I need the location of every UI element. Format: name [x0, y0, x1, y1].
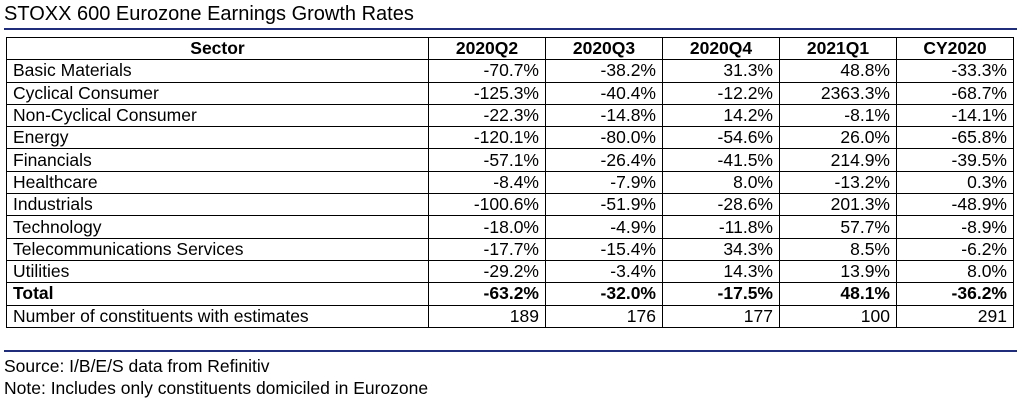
value-cell-2020q2: -100.6% [428, 193, 546, 217]
value-cell-2020q2: -70.7% [428, 59, 546, 83]
column-header-2021q1: 2021Q1 [779, 36, 897, 61]
value-cell-2021q1: -8.1% [779, 103, 897, 128]
column-header-2020q4: 2020Q4 [662, 36, 780, 61]
value-cell-cy2020: -65.8% [896, 126, 1014, 150]
sector-cell: Cyclical Consumer [6, 81, 429, 105]
value-cell-2021q1: 48.8% [779, 59, 897, 83]
value-cell-2020q3: -3.4% [545, 259, 663, 284]
table-row: Cyclical Consumer -125.3% -40.4% -12.2% 2363… [6, 81, 1014, 105]
value-cell-2020q2: -125.3% [428, 81, 546, 105]
value-cell-2020q2: -22.3% [428, 103, 546, 128]
table-row: Non-Cyclical Consumer -22.3% -14.8% 14.2% -8… [6, 103, 1014, 128]
value-cell-2020q3: -38.2% [545, 59, 663, 83]
sector-cell: Financials [6, 148, 429, 172]
table-row: Energy -120.1% -80.0% -54.6% 26.0% -65.8% [6, 126, 1014, 150]
column-header-cy2020: CY2020 [896, 36, 1014, 61]
value-cell-2020q3: -14.8% [545, 103, 663, 128]
value-cell-2021q1: 48.1% [779, 282, 897, 306]
value-cell-2020q4: 34.3% [662, 237, 780, 261]
value-cell-cy2020: 291 [896, 304, 1014, 328]
sector-cell: Healthcare [6, 170, 429, 195]
value-cell-cy2020: -33.3% [896, 59, 1014, 83]
value-cell-2020q3: -15.4% [545, 237, 663, 261]
value-cell-2020q4: -54.6% [662, 126, 780, 150]
value-cell-cy2020: 0.3% [896, 170, 1014, 195]
title-rule [4, 28, 1017, 30]
sector-cell: Number of constituents with estimates [6, 304, 429, 328]
value-cell-2020q2: -17.7% [428, 237, 546, 261]
value-cell-cy2020: -36.2% [896, 282, 1014, 306]
value-cell-2021q1: 214.9% [779, 148, 897, 172]
value-cell-2020q2: -63.2% [428, 282, 546, 306]
footnote: Note: Includes only constituents domicil… [4, 378, 429, 398]
value-cell-2020q2: 189 [428, 304, 546, 328]
value-cell-2020q3: -26.4% [545, 148, 663, 172]
table-row: Utilities -29.2% -3.4% 14.3% 13.9% 8.0% [6, 259, 1014, 284]
sector-cell: Utilities [6, 259, 429, 284]
value-cell-2020q4: -11.8% [662, 215, 780, 239]
sector-cell: Total [6, 282, 429, 306]
value-cell-2021q1: 57.7% [779, 215, 897, 239]
value-cell-2020q4: 31.3% [662, 59, 780, 83]
table-row: Telecommunications Services -17.7% -15.4% 3… [6, 237, 1014, 261]
value-cell-2021q1: 8.5% [779, 237, 897, 261]
value-cell-2021q1: 13.9% [779, 259, 897, 284]
value-cell-2021q1: -13.2% [779, 170, 897, 195]
value-cell-2020q4: 14.2% [662, 103, 780, 128]
value-cell-2020q3: -4.9% [545, 215, 663, 239]
earnings-table: Sector 2020Q2 2020Q3 2020Q4 2021Q1 CY202… [6, 36, 1014, 328]
value-cell-cy2020: -6.2% [896, 237, 1014, 261]
footer-rule [4, 350, 1017, 352]
value-cell-2020q3: -80.0% [545, 126, 663, 150]
value-cell-cy2020: -8.9% [896, 215, 1014, 239]
value-cell-2020q2: -18.0% [428, 215, 546, 239]
total-row: Total -63.2% -32.0% -17.5% 48.1% -36.2% [6, 282, 1014, 306]
value-cell-2020q4: -28.6% [662, 193, 780, 217]
value-cell-cy2020: 8.0% [896, 259, 1014, 284]
value-cell-2020q3: -40.4% [545, 81, 663, 105]
value-cell-2020q3: -51.9% [545, 193, 663, 217]
value-cell-2020q2: -120.1% [428, 126, 546, 150]
sector-cell: Non-Cyclical Consumer [6, 103, 429, 128]
value-cell-2020q2: -57.1% [428, 148, 546, 172]
value-cell-2021q1: 201.3% [779, 193, 897, 217]
value-cell-2020q2: -8.4% [428, 170, 546, 195]
value-cell-cy2020: -39.5% [896, 148, 1014, 172]
value-cell-cy2020: -48.9% [896, 193, 1014, 217]
table-header-row: Sector 2020Q2 2020Q3 2020Q4 2021Q1 CY202… [6, 36, 1014, 61]
sector-cell: Telecommunications Services [6, 237, 429, 261]
value-cell-2020q3: -32.0% [545, 282, 663, 306]
table-row: Industrials -100.6% -51.9% -28.6% 201.3% -48.… [6, 193, 1014, 217]
table-row: Healthcare -8.4% -7.9% 8.0% -13.2% 0.3% [6, 170, 1014, 195]
value-cell-2020q3: 176 [545, 304, 663, 328]
value-cell-2020q4: 177 [662, 304, 780, 328]
value-cell-cy2020: -14.1% [896, 103, 1014, 128]
value-cell-cy2020: -68.7% [896, 81, 1014, 105]
value-cell-2020q4: 8.0% [662, 170, 780, 195]
value-cell-2020q4: 14.3% [662, 259, 780, 284]
value-cell-2020q4: -17.5% [662, 282, 780, 306]
value-cell-2021q1: 26.0% [779, 126, 897, 150]
constituents-row: Number of constituents with estimates 189… [6, 304, 1014, 328]
value-cell-2020q3: -7.9% [545, 170, 663, 195]
table-row: Financials -57.1% -26.4% -41.5% 214.9% -39.5% [6, 148, 1014, 172]
sector-cell: Industrials [6, 193, 429, 217]
column-header-2020q2: 2020Q2 [428, 36, 546, 61]
sector-cell: Technology [6, 215, 429, 239]
page-title: STOXX 600 Eurozone Earnings Growth Rates [4, 3, 414, 25]
source-note: Source: I/B/E/S data from Refinitiv [4, 356, 270, 376]
table-row: Basic Materials -70.7% -38.2% 31.3% 48.8% -33… [6, 59, 1014, 83]
value-cell-2021q1: 2363.3% [779, 81, 897, 105]
value-cell-2021q1: 100 [779, 304, 897, 328]
sector-cell: Basic Materials [6, 59, 429, 83]
column-header-2020q3: 2020Q3 [545, 36, 663, 61]
sector-cell: Energy [6, 126, 429, 150]
value-cell-2020q4: -12.2% [662, 81, 780, 105]
value-cell-2020q2: -29.2% [428, 259, 546, 284]
column-header-sector: Sector [6, 36, 429, 61]
value-cell-2020q4: -41.5% [662, 148, 780, 172]
table-row: Technology -18.0% -4.9% -11.8% 57.7% -8.9% [6, 215, 1014, 239]
table-body: Basic Materials -70.7% -38.2% 31.3% 48.8% -33… [6, 59, 1014, 328]
